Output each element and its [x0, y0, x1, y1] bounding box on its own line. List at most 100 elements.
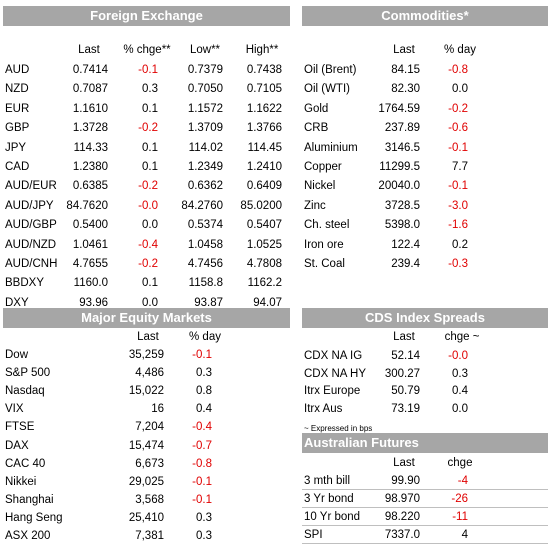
- row-label: SPI: [304, 529, 323, 541]
- footnote: ~ Expressed in bps: [304, 424, 373, 433]
- row-label: CAC 40: [5, 457, 46, 470]
- value-cell: 35,259: [128, 349, 164, 361]
- value-cell: -0.1: [448, 180, 468, 193]
- value-cell: 0.5407: [246, 219, 282, 232]
- value-cell: 1158.8: [188, 277, 223, 290]
- row-label: VIX: [5, 403, 24, 416]
- row-label: Zinc: [304, 199, 326, 212]
- value-cell: -0.2: [138, 122, 158, 135]
- value-cell: 1160.0: [73, 277, 108, 290]
- row-label: NZD: [5, 83, 29, 96]
- row-label: FTSE: [5, 421, 35, 434]
- value-cell: 84.15: [391, 64, 420, 76]
- value-cell: 1.2349: [187, 161, 223, 173]
- row-label: Oil (WTI): [304, 83, 350, 96]
- value-cell: -0.2: [138, 258, 158, 270]
- value-cell: 1.1610: [72, 102, 108, 115]
- value-cell: 0.7379: [187, 64, 223, 76]
- row-label: Gold: [304, 102, 329, 115]
- column-header: Low**: [189, 44, 221, 56]
- row-label: CDX NA HY: [304, 367, 366, 380]
- value-cell: 0.2: [452, 238, 468, 251]
- value-cell: -0.0: [448, 350, 468, 362]
- value-cell: 0.7414: [72, 64, 108, 76]
- value-cell: 0.1: [142, 277, 158, 290]
- value-cell: 0.4: [452, 385, 468, 398]
- value-cell: 11299.5: [379, 161, 420, 173]
- row-label: Shanghai: [5, 493, 54, 506]
- value-cell: 4: [461, 529, 468, 541]
- value-cell: 93.87: [194, 296, 223, 309]
- panel-header: Australian Futures: [302, 433, 548, 453]
- value-cell: 6,673: [135, 457, 164, 470]
- value-cell: 114.33: [73, 141, 108, 154]
- row-label: Iron ore: [304, 238, 344, 251]
- value-cell: 98.220: [384, 511, 420, 523]
- row-label: Itrx Europe: [304, 385, 361, 398]
- value-cell: 0.1: [142, 161, 158, 173]
- value-cell: 98.970: [384, 493, 420, 505]
- row-label: AUD/EUR: [5, 180, 57, 193]
- value-cell: 1.3766: [246, 122, 282, 135]
- row-label: 10 Yr bond: [304, 511, 361, 523]
- row-label: DAX: [5, 439, 29, 452]
- value-cell: 122.4: [391, 238, 420, 251]
- value-cell: -0.0: [138, 199, 158, 212]
- value-cell: -0.2: [448, 102, 468, 115]
- value-cell: -0.4: [192, 421, 212, 434]
- value-cell: 4,486: [135, 367, 164, 380]
- row-label: S&P 500: [5, 367, 51, 380]
- value-cell: -11: [452, 511, 468, 523]
- value-cell: 1.3728: [72, 122, 108, 135]
- value-cell: -0.2: [138, 180, 158, 193]
- value-cell: -0.6: [448, 122, 468, 135]
- value-cell: 0.7105: [246, 83, 282, 96]
- row-label: EUR: [5, 102, 30, 115]
- value-cell: 239.4: [391, 258, 420, 270]
- value-cell: 0.7087: [72, 83, 108, 96]
- value-cell: 52.14: [391, 350, 420, 362]
- value-cell: 85.0200: [240, 199, 282, 212]
- row-label: Copper: [304, 161, 342, 173]
- value-cell: 7,204: [135, 421, 164, 434]
- value-cell: 0.5400: [72, 219, 108, 232]
- column-header: Last: [78, 44, 100, 56]
- row-label: AUD/JPY: [5, 199, 54, 212]
- value-cell: -0.1: [448, 141, 468, 154]
- value-cell: 114.45: [247, 141, 282, 154]
- value-cell: 0.3: [196, 530, 212, 542]
- value-cell: 5398.0: [384, 219, 420, 232]
- row-label: Nickel: [304, 180, 336, 193]
- value-cell: 1.0458: [187, 238, 223, 251]
- column-header: % day: [444, 44, 476, 56]
- value-cell: 7337.0: [384, 529, 420, 541]
- value-cell: 16: [151, 403, 164, 416]
- value-cell: 0.7438: [246, 64, 282, 76]
- value-cell: 1.0461: [72, 238, 108, 251]
- value-cell: 0.4: [196, 403, 212, 416]
- value-cell: 1.0525: [246, 238, 282, 251]
- value-cell: 0.6409: [246, 180, 282, 193]
- row-separator: [302, 489, 548, 490]
- row-label: DXY: [5, 296, 29, 309]
- value-cell: 4.7456: [187, 258, 223, 270]
- value-cell: 300.27: [384, 367, 420, 380]
- row-label: St. Coal: [304, 258, 345, 270]
- value-cell: 0.3: [142, 83, 158, 96]
- row-label: AUD/NZD: [5, 238, 57, 251]
- value-cell: 0.0: [452, 403, 468, 416]
- value-cell: 1.3709: [187, 122, 223, 135]
- value-cell: 15,474: [128, 439, 164, 452]
- value-cell: 0.6362: [187, 180, 223, 193]
- row-label: Aluminium: [304, 141, 358, 154]
- value-cell: 7.7: [452, 161, 468, 173]
- row-separator: [302, 525, 548, 526]
- row-label: Ch. steel: [304, 219, 350, 232]
- value-cell: 82.30: [391, 83, 420, 96]
- value-cell: 1162.2: [247, 277, 282, 290]
- column-header: chge ~: [444, 331, 480, 343]
- row-label: ASX 200: [5, 530, 51, 542]
- row-label: Hang Seng: [5, 511, 63, 524]
- value-cell: 0.3: [196, 367, 212, 380]
